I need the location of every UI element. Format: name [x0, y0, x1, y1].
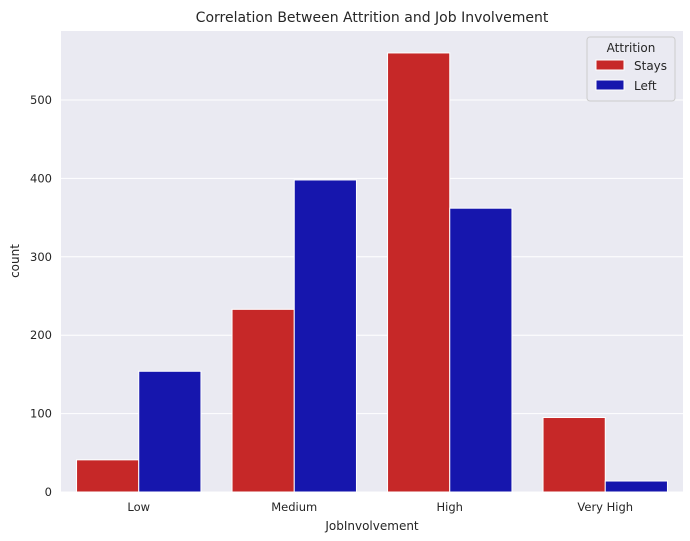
legend: Attrition Stays Left	[586, 36, 676, 102]
bar-left-medium	[293, 179, 357, 493]
y-tick-label: 300	[30, 250, 52, 264]
bar-left-low	[138, 370, 202, 493]
y-axis-label: count	[8, 244, 22, 278]
bars	[76, 52, 668, 493]
y-tick-label: 0	[45, 485, 52, 499]
bar-stays-high	[387, 52, 451, 493]
bar-stays-low	[76, 459, 140, 493]
y-tick-label: 200	[30, 328, 52, 342]
x-tick-label: Medium	[271, 500, 317, 514]
legend-label-left: Left	[634, 79, 657, 93]
x-tick-labels: Low Medium High Very High	[127, 500, 633, 514]
bar-left-very-high	[604, 480, 668, 493]
y-tick-label: 400	[30, 171, 52, 185]
x-tick-label: Very High	[577, 500, 633, 514]
x-tick-label: High	[437, 500, 463, 514]
legend-title: Attrition	[607, 41, 656, 55]
bar-left-high	[449, 207, 513, 493]
y-tick-labels: 0 100 200 300 400 500	[30, 93, 52, 499]
bar-stays-medium	[231, 308, 295, 493]
bar-stays-very-high	[542, 417, 606, 493]
legend-swatch-left	[595, 79, 625, 91]
y-tick-label: 100	[30, 407, 52, 421]
legend-swatch-stays	[595, 59, 625, 71]
chart-title: Correlation Between Attrition and Job In…	[196, 10, 549, 26]
x-tick-label: Low	[127, 500, 150, 514]
x-axis-label: JobInvolvement	[324, 519, 419, 533]
legend-label-stays: Stays	[634, 59, 667, 73]
y-tick-label: 500	[30, 93, 52, 107]
